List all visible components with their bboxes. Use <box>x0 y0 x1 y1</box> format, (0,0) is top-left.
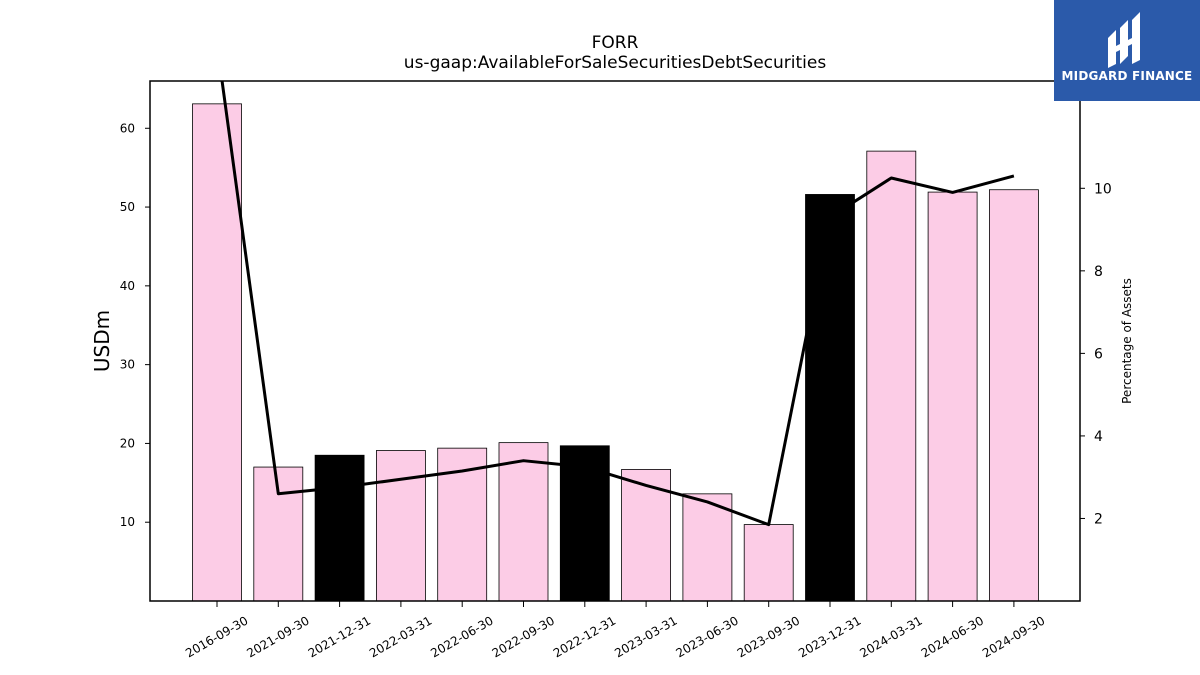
x-tick-label: 2023-12-31 <box>796 613 863 660</box>
percentage-line <box>220 81 1015 527</box>
y-tick-label: 50 <box>120 200 135 214</box>
bar-2023-09-30 <box>743 524 794 602</box>
y-tick-label: 10 <box>120 515 135 529</box>
x-tick-label: 2022-06-30 <box>428 613 495 660</box>
bar-2022-03-31 <box>375 450 426 602</box>
bar-2016-09-30 <box>192 103 242 602</box>
y-tick-label: 30 <box>120 358 135 372</box>
y-tick-label: 60 <box>120 121 135 135</box>
midgard-logo-icon <box>1108 12 1140 68</box>
y-axis-right: 2 4 6 8 10 <box>1080 181 1112 527</box>
bar-2022-09-30 <box>498 442 549 602</box>
y2-tick-label: 10 <box>1094 181 1112 197</box>
x-tick-label: 2021-12-31 <box>306 613 373 660</box>
bars-layer <box>192 103 1039 602</box>
y2-tick-label: 6 <box>1094 346 1103 362</box>
bar-2021-12-31 <box>314 454 365 602</box>
y2-tick-label: 4 <box>1094 429 1103 445</box>
y-axis-label: USDm <box>90 310 114 372</box>
y2-tick-label: 8 <box>1094 264 1103 280</box>
x-tick-label: 2023-06-30 <box>673 613 740 660</box>
bar-2024-03-31 <box>866 150 917 602</box>
bar-2024-09-30 <box>989 189 1039 602</box>
x-tick-label: 2023-03-31 <box>612 613 679 660</box>
x-tick-label: 2024-06-30 <box>919 613 986 660</box>
bar-2023-12-31 <box>805 194 855 602</box>
x-axis: 2016-09-302021-09-302021-12-312022-03-31… <box>183 601 1047 660</box>
bar-2022-12-31 <box>559 445 610 602</box>
y2-axis-label: Percentage of Assets <box>1120 278 1134 404</box>
y-tick-label: 20 <box>120 436 135 450</box>
y-axis-left: 10 20 30 40 50 60 <box>120 121 150 529</box>
chart-subtitle: us-gaap:AvailableForSaleSecuritiesDebtSe… <box>404 53 827 73</box>
x-tick-label: 2022-09-30 <box>490 613 557 660</box>
bar-2023-06-30 <box>682 493 733 602</box>
x-tick-label: 2016-09-30 <box>183 613 250 660</box>
x-tick-label: 2022-03-31 <box>367 613 434 660</box>
x-tick-label: 2024-09-30 <box>980 613 1047 660</box>
brand-logo: MIDGARD FINANCE <box>1054 0 1200 101</box>
brand-logo-text: MIDGARD FINANCE <box>1061 69 1193 83</box>
chart-title: FORR <box>592 33 639 53</box>
line-layer <box>220 81 1015 527</box>
bar-2024-06-30 <box>927 191 978 602</box>
x-tick-label: 2022-12-31 <box>551 613 618 660</box>
x-tick-label: 2023-09-30 <box>735 613 802 660</box>
x-tick-label: 2021-09-30 <box>244 613 311 660</box>
y-tick-label: 40 <box>120 279 135 293</box>
plot-frame <box>149 80 1081 602</box>
y2-tick-label: 2 <box>1094 511 1103 527</box>
x-tick-label: 2024-03-31 <box>857 613 924 660</box>
